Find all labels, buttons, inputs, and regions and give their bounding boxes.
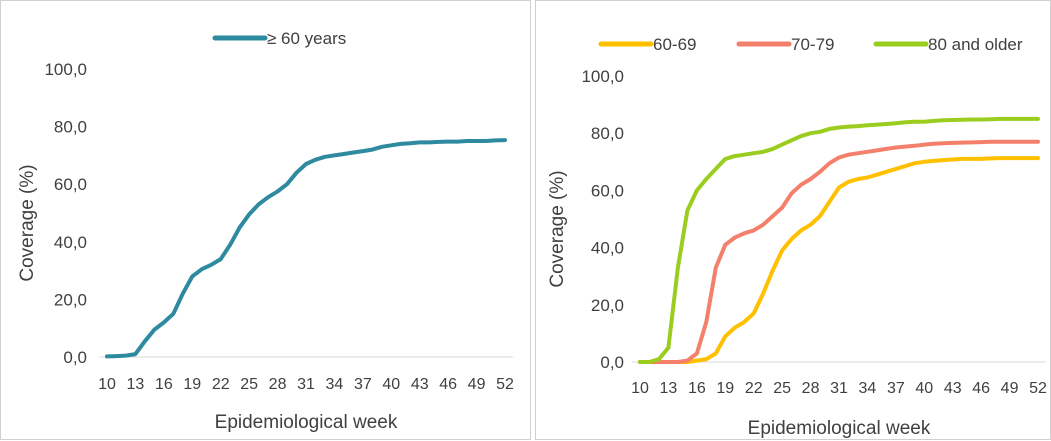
x-tick-label: 43 (944, 380, 962, 397)
x-tick-label: 22 (212, 376, 230, 393)
series-line-2 (638, 116, 1040, 364)
y-tick-label: 40,0 (54, 233, 87, 252)
x-tick-label: 28 (269, 376, 287, 393)
x-tick-label: 31 (830, 380, 848, 397)
y-tick-label: 60,0 (591, 181, 624, 200)
x-tick-label: 25 (773, 380, 791, 397)
x-axis-title: Epidemiological week (215, 412, 398, 433)
x-tick-label: 31 (297, 376, 315, 393)
chart-panel-right: 0,0 20,0 40,0 60,0 80,0 100,0 10 13 16 19 22 25 28 31… (535, 0, 1051, 440)
x-tick-label: 19 (183, 376, 201, 393)
x-tick-label: 28 (802, 380, 820, 397)
x-tick-label: 13 (660, 380, 678, 397)
x-tick-label: 49 (468, 376, 486, 393)
y-tick-label: 100,0 (44, 60, 87, 79)
x-tick-label: 10 (631, 380, 649, 397)
x-tick-label: 13 (127, 376, 145, 393)
legend-label: 70-79 (791, 35, 834, 54)
y-tick-label: 40,0 (591, 239, 624, 258)
x-tick-label: 22 (745, 380, 763, 397)
legend-label: 60-69 (653, 35, 696, 54)
x-tick-label: 46 (439, 376, 457, 393)
coverage-chart-overall: 0,0 20,0 40,0 60,0 80,0 100,0 10 13 16 19 22 25 28 31… (17, 29, 514, 433)
x-tick-label: 25 (240, 376, 258, 393)
y-tick-label: 80,0 (591, 124, 624, 143)
x-tick-label: 40 (915, 380, 933, 397)
x-tick-label: 19 (716, 380, 734, 397)
legend-label: 80 and older (928, 35, 1023, 54)
y-tick-label: 60,0 (54, 175, 87, 194)
x-tick-label: 52 (1029, 380, 1047, 397)
legend-label: ≥ 60 years (267, 29, 346, 48)
y-tick-label: 0,0 (600, 353, 624, 372)
y-axis-title: Coverage (%) (17, 164, 38, 281)
series-line-0 (638, 156, 1040, 364)
chart-panel-left: 0,0 20,0 40,0 60,0 80,0 100,0 10 13 16 19 22 25 28 31… (0, 0, 531, 440)
x-tick-label: 49 (1001, 380, 1019, 397)
y-tick-label: 80,0 (54, 118, 87, 137)
x-tick-label: 37 (887, 380, 905, 397)
x-tick-label: 16 (155, 376, 173, 393)
coverage-chart-by-age-group: 0,0 20,0 40,0 60,0 80,0 100,0 10 13 16 19 22 25 28 31… (547, 35, 1047, 439)
x-tick-label: 40 (382, 376, 400, 393)
x-tick-label: 16 (688, 380, 706, 397)
series-line-1 (638, 139, 1040, 364)
y-axis-title: Coverage (%) (547, 170, 568, 287)
y-tick-label: 20,0 (591, 296, 624, 315)
x-tick-label: 46 (972, 380, 990, 397)
x-tick-label: 43 (411, 376, 429, 393)
y-tick-label: 0,0 (63, 348, 87, 367)
x-axis-title: Epidemiological week (748, 418, 931, 439)
x-tick-label: 37 (354, 376, 372, 393)
x-tick-label: 34 (859, 380, 877, 397)
x-tick-label: 52 (496, 376, 514, 393)
y-tick-label: 20,0 (54, 290, 87, 309)
x-tick-label: 34 (326, 376, 344, 393)
series-line-0 (105, 138, 507, 359)
x-tick-label: 10 (98, 376, 116, 393)
y-tick-label: 100,0 (581, 67, 624, 86)
